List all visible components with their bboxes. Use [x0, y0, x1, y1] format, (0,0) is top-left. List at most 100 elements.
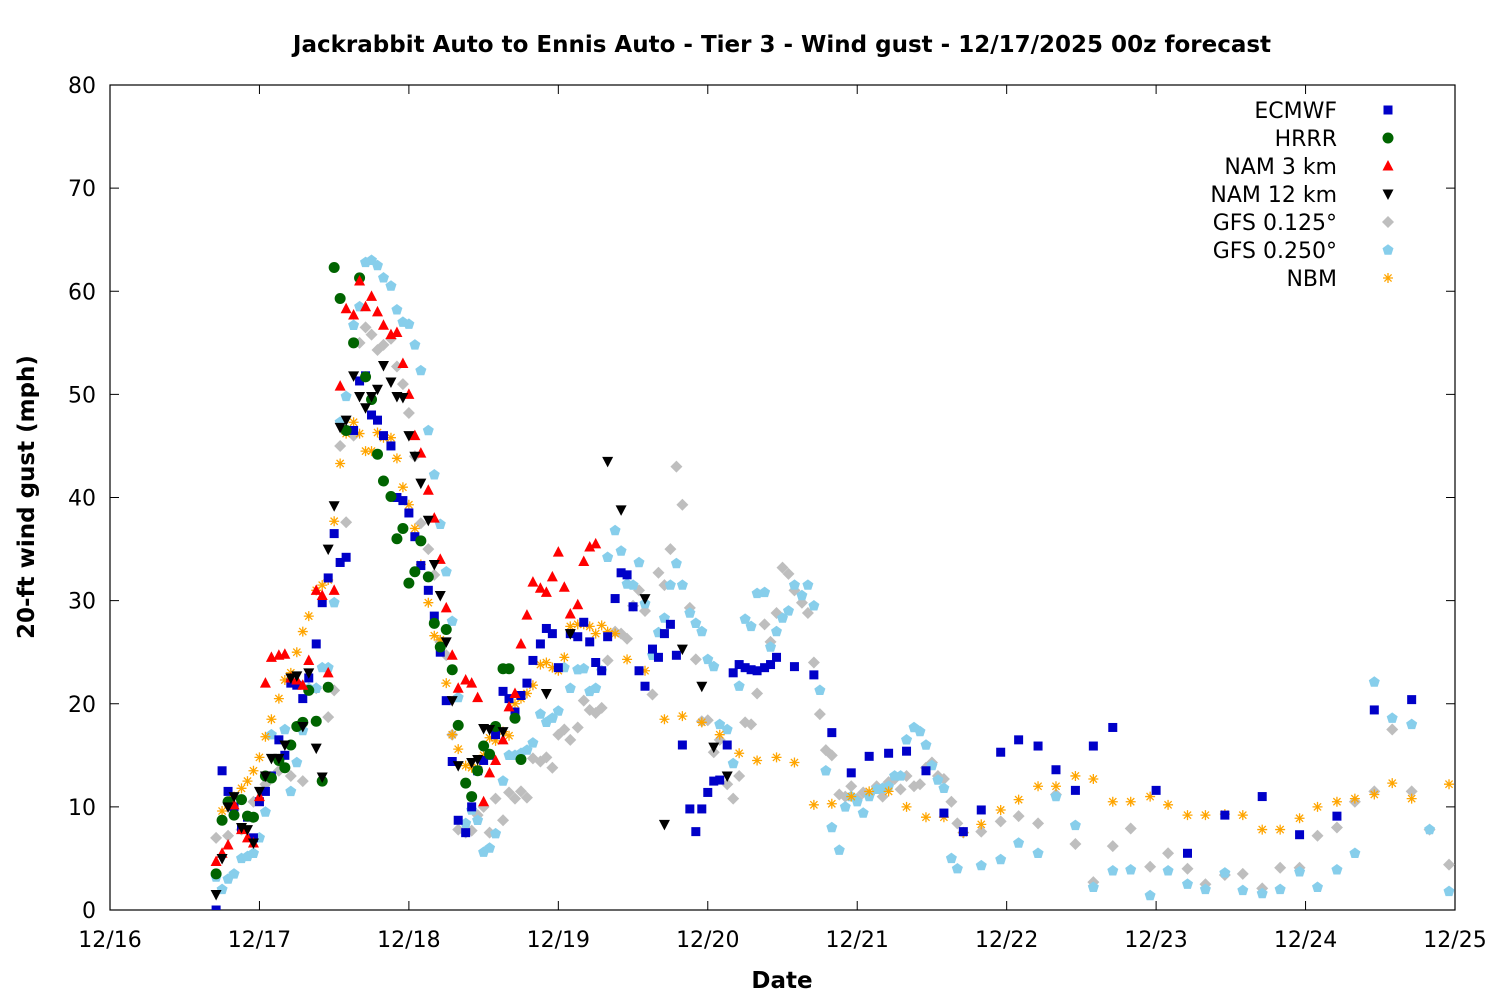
data-point [676, 498, 689, 511]
data-point [222, 839, 234, 850]
data-point [397, 392, 409, 404]
data-point [690, 617, 702, 628]
data-point [578, 555, 590, 566]
data-point [846, 768, 856, 778]
data-point [385, 490, 397, 502]
data-point [677, 740, 687, 750]
data-point [1330, 821, 1343, 834]
data-point [447, 729, 458, 740]
data-point [932, 774, 944, 785]
data-point [211, 905, 221, 910]
data-point [335, 557, 345, 567]
data-point [377, 319, 389, 330]
x-tick-label: 12/21 [826, 928, 889, 953]
data-point [1312, 801, 1323, 812]
data-point [813, 708, 826, 721]
data-point [503, 700, 515, 712]
data-point [676, 644, 688, 656]
data-point [590, 628, 601, 639]
data-point [490, 827, 502, 839]
x-tick-label: 12/17 [228, 928, 291, 953]
data-point [603, 632, 613, 642]
data-point [584, 541, 596, 552]
data-point [328, 501, 340, 512]
data-point [360, 300, 372, 312]
data-point [329, 516, 340, 527]
data-point [446, 615, 458, 626]
data-point [403, 431, 415, 442]
data-point [228, 809, 240, 821]
data-point [452, 761, 464, 772]
data-point [210, 855, 222, 867]
data-point [572, 619, 583, 630]
data-point [334, 439, 347, 452]
data-point [460, 760, 471, 771]
data-point [696, 717, 707, 728]
data-point [633, 556, 645, 568]
data-point [1124, 822, 1137, 835]
data-point [640, 681, 650, 691]
data-point [1012, 810, 1025, 823]
data-point [826, 798, 837, 809]
data-point [596, 620, 607, 631]
data-point [1182, 848, 1192, 858]
data-point [1220, 810, 1230, 820]
data-point [826, 821, 838, 833]
data-point [1461, 867, 1473, 879]
data-point [1088, 741, 1098, 751]
data-point [515, 637, 527, 649]
y-tick-label: 80 [68, 74, 96, 99]
data-point [552, 546, 564, 557]
data-point [422, 424, 434, 436]
y-tick-label: 70 [68, 177, 96, 202]
data-point [484, 766, 496, 778]
data-point [386, 441, 396, 451]
data-point [348, 319, 360, 330]
data-point [1219, 867, 1231, 878]
data-point [995, 853, 1007, 865]
data-point [670, 557, 682, 569]
data-point [484, 732, 495, 743]
data-point [728, 668, 738, 678]
data-point [691, 827, 701, 837]
data-point [782, 567, 795, 580]
data-point [577, 694, 590, 707]
data-point [422, 571, 434, 583]
data-point [416, 561, 426, 571]
data-point [348, 417, 359, 428]
data-point [497, 775, 509, 786]
data-point [839, 801, 851, 812]
data-point [340, 424, 352, 436]
legend-label: GFS 0.250° [1213, 239, 1337, 264]
data-point [527, 737, 539, 748]
data-point [646, 688, 659, 701]
data-point [702, 653, 714, 665]
data-point [366, 446, 377, 457]
data-point [647, 644, 657, 654]
data-point [945, 795, 958, 808]
data-point [677, 711, 688, 722]
data-point [734, 748, 745, 759]
data-point [348, 308, 360, 320]
data-point [1406, 793, 1417, 804]
data-point [415, 364, 427, 376]
data-point [564, 682, 576, 693]
data-point [404, 508, 414, 518]
data-point [322, 681, 334, 693]
data-point [521, 609, 533, 620]
data-point [247, 795, 260, 808]
data-point [1443, 885, 1455, 897]
data-point [410, 532, 420, 542]
data-point [279, 762, 291, 774]
data-point [504, 694, 514, 704]
data-point [664, 543, 677, 556]
data-point [402, 406, 415, 419]
data-point [509, 712, 521, 724]
data-point [479, 755, 489, 765]
data-point [851, 795, 863, 807]
data-point [727, 792, 740, 805]
legend-marker [1383, 273, 1393, 283]
data-point [1407, 695, 1417, 705]
data-point [340, 415, 352, 427]
